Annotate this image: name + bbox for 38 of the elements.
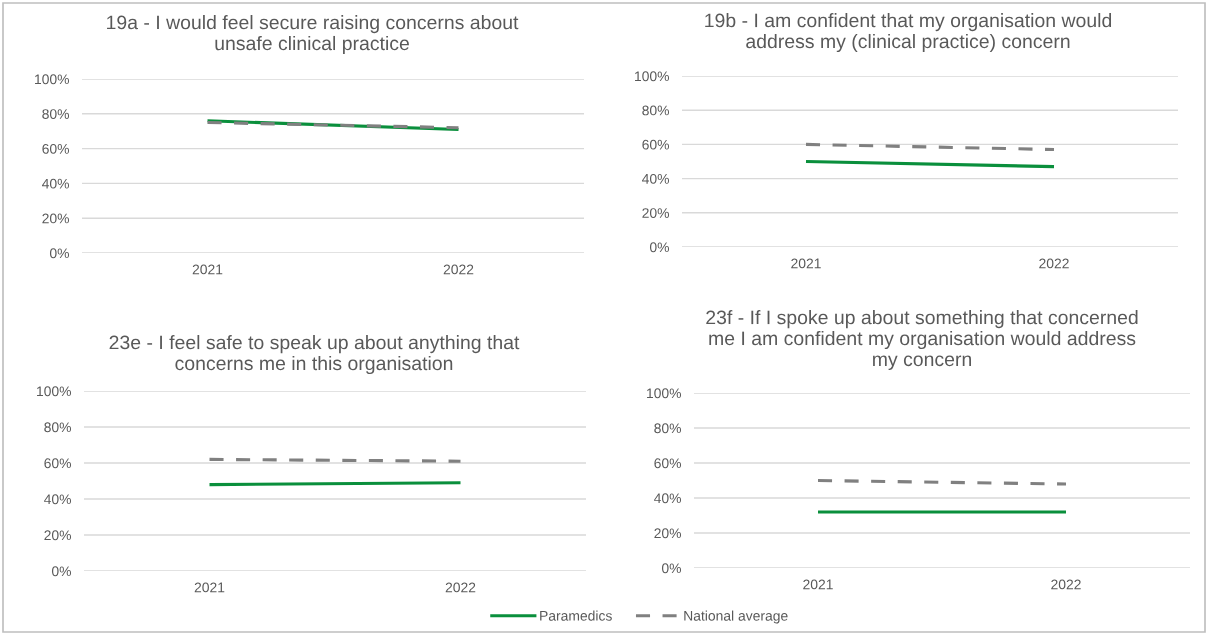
y-tick-label: 20% — [44, 530, 72, 541]
y-tick-label: 80% — [42, 109, 70, 119]
x-tick-label: 2021 — [194, 582, 225, 593]
x-tick-label: 2021 — [803, 579, 833, 590]
chart-title: 19a - I would feel secure raising concerns about unsafe clinical practice — [107, 15, 519, 55]
y-tick-label: 0% — [49, 248, 70, 259]
y-tick-label: 40% — [654, 493, 682, 504]
y-tick-label: 20% — [654, 528, 682, 539]
x-tick-label: 2022 — [445, 582, 476, 593]
x-tick-label: 2021 — [791, 258, 821, 269]
y-tick-label: 20% — [42, 213, 70, 224]
legend-label: National average — [684, 610, 788, 624]
y-tick-label: 60% — [44, 458, 72, 469]
legend-label: Paramedics — [540, 610, 612, 621]
y-tick-label: 40% — [642, 173, 670, 184]
y-tick-label: 0% — [51, 566, 72, 577]
y-tick-label: 40% — [44, 494, 72, 505]
x-tick-label: 2022 — [1039, 258, 1069, 269]
y-tick-label: 100% — [635, 71, 670, 82]
y-tick-label: 60% — [42, 143, 70, 154]
y-tick-label: 100% — [647, 388, 682, 399]
y-tick-label: 80% — [642, 105, 670, 116]
y-tick-label: 20% — [642, 208, 670, 218]
chart-title: 23e - I feel safe to speak up about anything that concerns me in this organisation — [109, 335, 520, 375]
x-tick-label: 2022 — [443, 264, 474, 275]
y-tick-label: 100% — [35, 74, 70, 85]
x-tick-label: 2021 — [192, 264, 223, 275]
y-tick-label: 0% — [661, 563, 682, 574]
y-tick-label: 40% — [42, 178, 70, 189]
y-tick-label: 80% — [654, 423, 682, 434]
y-tick-label: 100% — [37, 386, 72, 397]
chart-title: 23f - If I spoke up about something that concerned me I am confident my organisation would address my concern — [706, 310, 1138, 371]
y-tick-label: 80% — [44, 422, 72, 433]
x-tick-label: 2022 — [1051, 579, 1081, 590]
y-tick-label: 0% — [649, 242, 670, 253]
y-tick-label: 60% — [654, 458, 682, 469]
chart-title: 19b - I am confident that my organisation would address my (clinical practice) concern — [705, 13, 1112, 53]
y-tick-label: 60% — [642, 139, 670, 150]
